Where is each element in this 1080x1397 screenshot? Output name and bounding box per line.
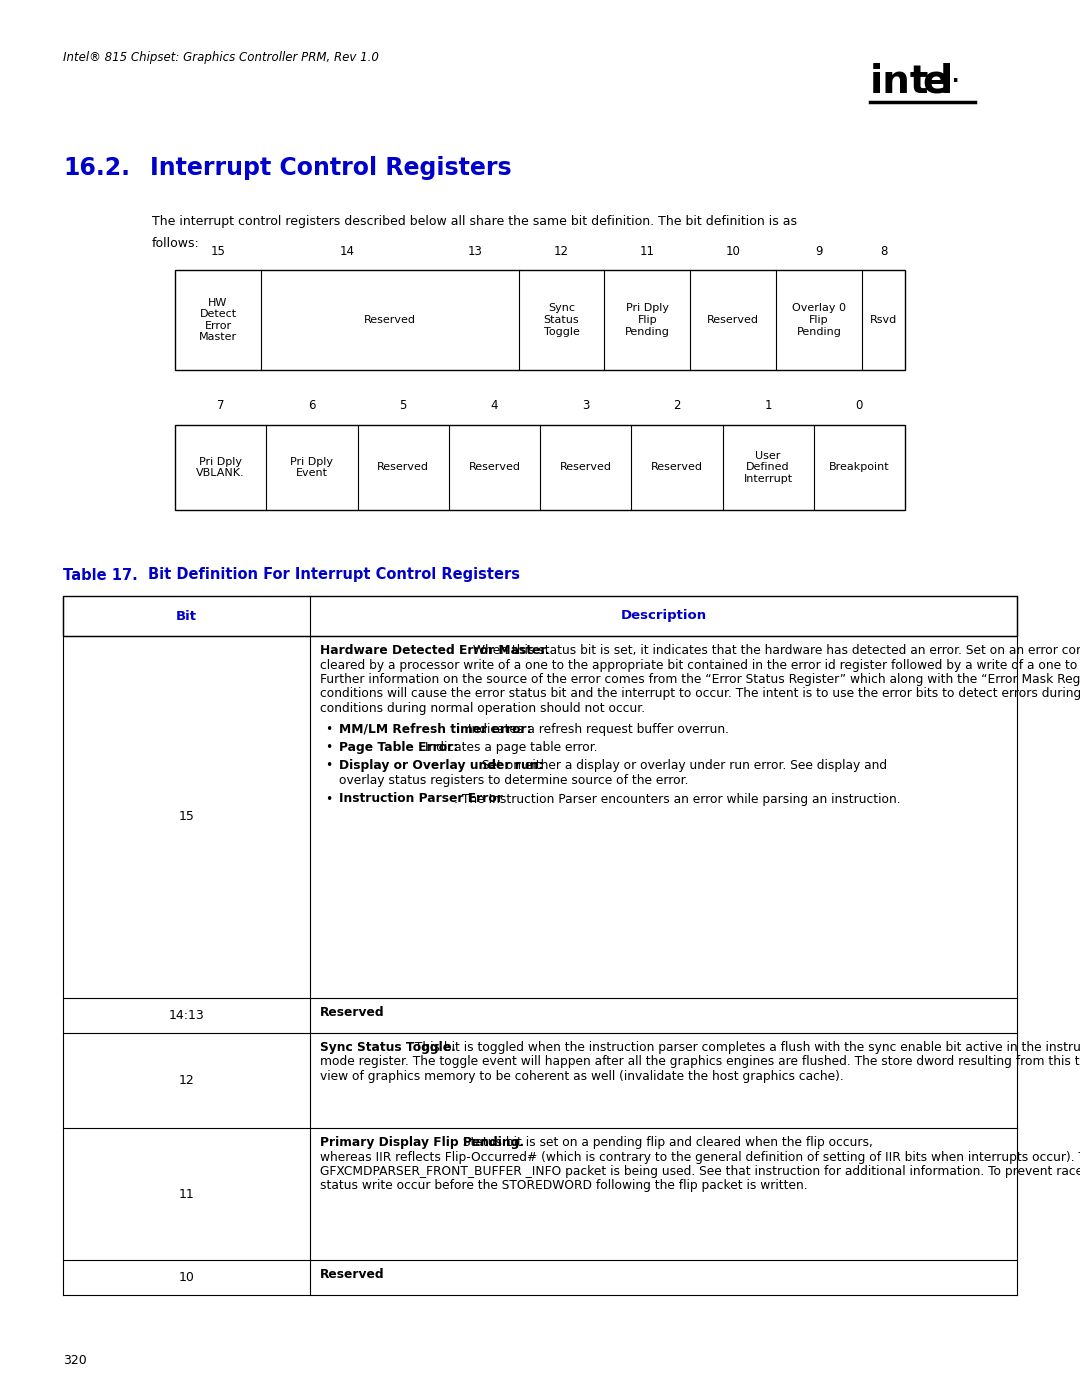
- Text: 6: 6: [308, 400, 315, 412]
- Text: •: •: [325, 740, 333, 754]
- Text: 4: 4: [490, 400, 498, 412]
- Text: Hardware Detected Error Master.: Hardware Detected Error Master.: [320, 644, 550, 657]
- Text: HW
Detect
Error
Master: HW Detect Error Master: [199, 298, 237, 342]
- Text: conditions during normal operation should not occur.: conditions during normal operation shoul…: [320, 703, 645, 715]
- Text: 0: 0: [855, 400, 863, 412]
- Text: 7: 7: [217, 400, 225, 412]
- Bar: [175, 270, 905, 370]
- Text: l: l: [940, 63, 954, 101]
- Text: 5: 5: [400, 400, 407, 412]
- Text: 14: 14: [339, 244, 354, 258]
- Text: Reserved: Reserved: [320, 1006, 384, 1018]
- Text: Display or Overlay under run:: Display or Overlay under run:: [339, 760, 543, 773]
- Text: 2: 2: [673, 400, 680, 412]
- Text: Sync Status Toggle.: Sync Status Toggle.: [320, 1041, 456, 1053]
- Text: 12: 12: [554, 244, 569, 258]
- Text: : The Instruction Parser encounters an error while parsing an instruction.: : The Instruction Parser encounters an e…: [454, 792, 901, 806]
- Text: User
Defined
Interrupt: User Defined Interrupt: [743, 451, 793, 485]
- Text: Reserved: Reserved: [469, 462, 521, 472]
- Text: •: •: [325, 722, 333, 735]
- Text: 11: 11: [178, 1187, 194, 1200]
- Bar: [63, 597, 1017, 636]
- Text: 14:13: 14:13: [168, 1009, 204, 1023]
- Text: Rsvd: Rsvd: [869, 314, 897, 326]
- Text: Instruction Parser Error: Instruction Parser Error: [339, 792, 503, 806]
- Text: Intel® 815 Chipset: Graphics Controller PRM, Rev 1.0: Intel® 815 Chipset: Graphics Controller …: [63, 52, 379, 64]
- Text: •: •: [325, 760, 333, 773]
- Text: 15: 15: [178, 810, 194, 823]
- Text: Indicates a refresh request buffer overrun.: Indicates a refresh request buffer overr…: [463, 722, 729, 735]
- Text: overlay status registers to determine source of the error.: overlay status registers to determine so…: [339, 774, 689, 787]
- Text: 320: 320: [63, 1354, 86, 1366]
- Text: •: •: [325, 792, 333, 806]
- Text: Reserved: Reserved: [651, 462, 703, 472]
- Text: Sync
Status
Toggle: Sync Status Toggle: [543, 303, 579, 337]
- Text: Interrupt Control Registers: Interrupt Control Registers: [150, 156, 512, 180]
- Text: Status bit is set on a pending flip and cleared when the flip occurs,: Status bit is set on a pending flip and …: [459, 1136, 873, 1148]
- Text: The interrupt control registers described below all share the same bit definitio: The interrupt control registers describe…: [152, 215, 797, 228]
- Text: Set on either a display or overlay under run error. See display and: Set on either a display or overlay under…: [478, 760, 887, 773]
- Text: int: int: [870, 63, 930, 101]
- Text: Description: Description: [620, 609, 706, 623]
- Text: Reserved: Reserved: [377, 462, 429, 472]
- Text: Table 17.: Table 17.: [63, 567, 138, 583]
- Text: whereas IIR reflects Flip-Occurred# (which is contrary to the general definition: whereas IIR reflects Flip-Occurred# (whi…: [320, 1151, 1080, 1164]
- Text: Breakpoint: Breakpoint: [829, 462, 890, 472]
- Text: Reserved: Reserved: [364, 314, 416, 326]
- Text: follows:: follows:: [152, 237, 200, 250]
- Text: MM/LM Refresh timer error:: MM/LM Refresh timer error:: [339, 722, 531, 735]
- Text: .: .: [951, 67, 959, 87]
- Text: 11: 11: [639, 244, 654, 258]
- Text: 12: 12: [178, 1074, 194, 1087]
- Text: 10: 10: [178, 1271, 194, 1284]
- Text: Overlay 0
Flip
Pending: Overlay 0 Flip Pending: [792, 303, 846, 337]
- Text: This bit is toggled when the instruction parser completes a flush with the sync : This bit is toggled when the instruction…: [411, 1041, 1080, 1053]
- Text: Bit: Bit: [176, 609, 197, 623]
- Text: Pri Dply
Event: Pri Dply Event: [291, 457, 334, 478]
- Text: 3: 3: [582, 400, 590, 412]
- Bar: [175, 425, 905, 510]
- Text: cleared by a processor write of a one to the appropriate bit contained in the er: cleared by a processor write of a one to…: [320, 658, 1080, 672]
- Text: When this status bit is set, it indicates that the hardware has detected an erro: When this status bit is set, it indicate…: [469, 644, 1080, 657]
- Text: Reserved: Reserved: [559, 462, 611, 472]
- Text: 16.2.: 16.2.: [63, 156, 130, 180]
- Text: 8: 8: [880, 244, 887, 258]
- Text: Reserved: Reserved: [320, 1268, 384, 1281]
- Text: view of graphics memory to be coherent as well (invalidate the host graphics cac: view of graphics memory to be coherent a…: [320, 1070, 843, 1083]
- Text: status write occur before the STOREDWORD following the flip packet is written.: status write occur before the STOREDWORD…: [320, 1179, 808, 1193]
- Text: 9: 9: [815, 244, 823, 258]
- Text: conditions will cause the error status bit and the interrupt to occur. The inten: conditions will cause the error status b…: [320, 687, 1080, 700]
- Text: 1: 1: [765, 400, 772, 412]
- Text: mode register. The toggle event will happen after all the graphics engines are f: mode register. The toggle event will hap…: [320, 1056, 1080, 1069]
- Text: GFXCMDPARSER_FRONT_BUFFER _INFO packet is being used. See that instruction for a: GFXCMDPARSER_FRONT_BUFFER _INFO packet i…: [320, 1165, 1080, 1178]
- Text: Primary Display Flip Pending.: Primary Display Flip Pending.: [320, 1136, 524, 1148]
- Text: Indicates a page table error.: Indicates a page table error.: [420, 740, 597, 754]
- Text: e: e: [922, 63, 948, 101]
- Text: Page Table Error:: Page Table Error:: [339, 740, 458, 754]
- Text: Pri Dply
Flip
Pending: Pri Dply Flip Pending: [625, 303, 670, 337]
- Text: 15: 15: [211, 244, 226, 258]
- Text: Pri Dply
VBLANK.: Pri Dply VBLANK.: [197, 457, 245, 478]
- Text: Reserved: Reserved: [707, 314, 759, 326]
- Text: Bit Definition For Interrupt Control Registers: Bit Definition For Interrupt Control Reg…: [148, 567, 519, 583]
- Text: 10: 10: [726, 244, 741, 258]
- Text: Further information on the source of the error comes from the “Error Status Regi: Further information on the source of the…: [320, 673, 1080, 686]
- Text: 13: 13: [468, 244, 483, 258]
